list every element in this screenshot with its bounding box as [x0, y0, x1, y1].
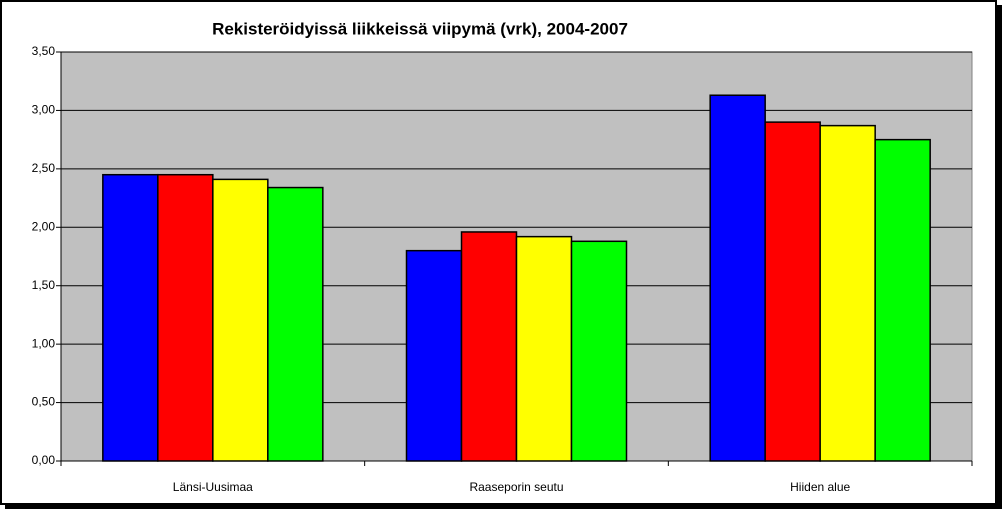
- bar: [709, 94, 766, 462]
- bar: [570, 240, 628, 462]
- bar: [102, 173, 159, 462]
- x-tick-label: Raaseporin seutu: [469, 480, 563, 494]
- y-tick-label: 2,00: [32, 219, 56, 233]
- y-tick-label: 2,50: [32, 161, 56, 175]
- bar: [764, 121, 821, 462]
- chart-title: Rekisteröidyissä liikkeissä viipymä (vrk…: [212, 19, 628, 38]
- frame-shadow: [5, 504, 1002, 509]
- bar: [819, 124, 876, 462]
- x-tick-label: Länsi-Uusimaa: [173, 480, 253, 494]
- bar: [515, 235, 573, 462]
- frame-shadow: [997, 5, 1002, 509]
- bar: [874, 138, 931, 462]
- y-tick-label: 1,50: [32, 278, 56, 292]
- y-tick-label: 1,00: [32, 336, 56, 350]
- bar: [212, 178, 269, 462]
- y-tick-label: 0,50: [32, 395, 56, 409]
- y-tick-label: 3,00: [32, 103, 56, 117]
- y-tick-label: 0,00: [32, 453, 56, 467]
- bar: [460, 231, 518, 462]
- bar: [405, 249, 463, 462]
- x-tick-label: Hiiden alue: [790, 480, 850, 494]
- bar: [267, 186, 324, 462]
- y-tick-label: 3,50: [32, 44, 56, 58]
- bar: [157, 173, 214, 462]
